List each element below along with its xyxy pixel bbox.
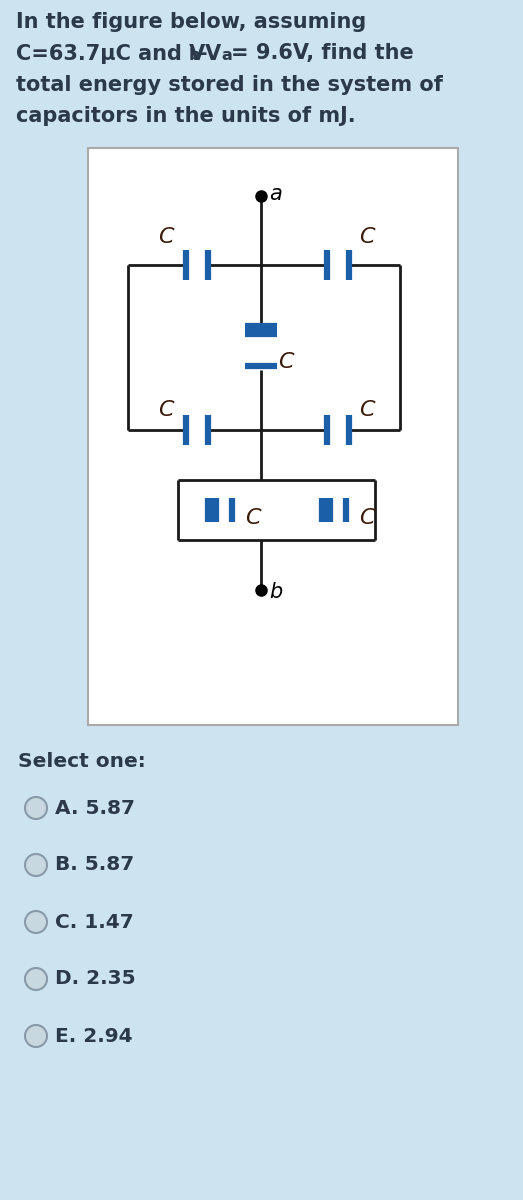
- Text: In the figure below, assuming: In the figure below, assuming: [16, 12, 366, 32]
- Text: capacitors in the units of mJ.: capacitors in the units of mJ.: [16, 107, 356, 126]
- Circle shape: [25, 797, 47, 818]
- Text: $C$: $C$: [278, 352, 295, 372]
- Text: E. 2.94: E. 2.94: [55, 1026, 133, 1045]
- Text: b: b: [189, 48, 200, 62]
- Text: D. 2.35: D. 2.35: [55, 970, 135, 989]
- Text: C. 1.47: C. 1.47: [55, 912, 134, 931]
- Text: = 9.6V, find the: = 9.6V, find the: [231, 43, 414, 64]
- Text: $C$: $C$: [158, 400, 176, 420]
- Text: Select one:: Select one:: [18, 752, 146, 770]
- Circle shape: [25, 968, 47, 990]
- Text: C=63.7μC and V: C=63.7μC and V: [16, 43, 205, 64]
- Bar: [88, 148, 458, 725]
- Text: A. 5.87: A. 5.87: [55, 798, 135, 817]
- Text: $C$: $C$: [359, 400, 377, 420]
- Text: $C$: $C$: [245, 508, 263, 528]
- Circle shape: [25, 854, 47, 876]
- Text: $a$: $a$: [269, 184, 282, 204]
- Circle shape: [25, 911, 47, 934]
- Circle shape: [25, 1025, 47, 1046]
- Text: B. 5.87: B. 5.87: [55, 856, 134, 875]
- Text: $C$: $C$: [359, 508, 377, 528]
- Text: total energy stored in the system of: total energy stored in the system of: [16, 74, 443, 95]
- Text: a: a: [221, 48, 232, 62]
- Text: $C$: $C$: [158, 227, 176, 247]
- Text: $b$: $b$: [269, 582, 283, 602]
- Text: $C$: $C$: [359, 227, 377, 247]
- Text: -V: -V: [199, 43, 222, 64]
